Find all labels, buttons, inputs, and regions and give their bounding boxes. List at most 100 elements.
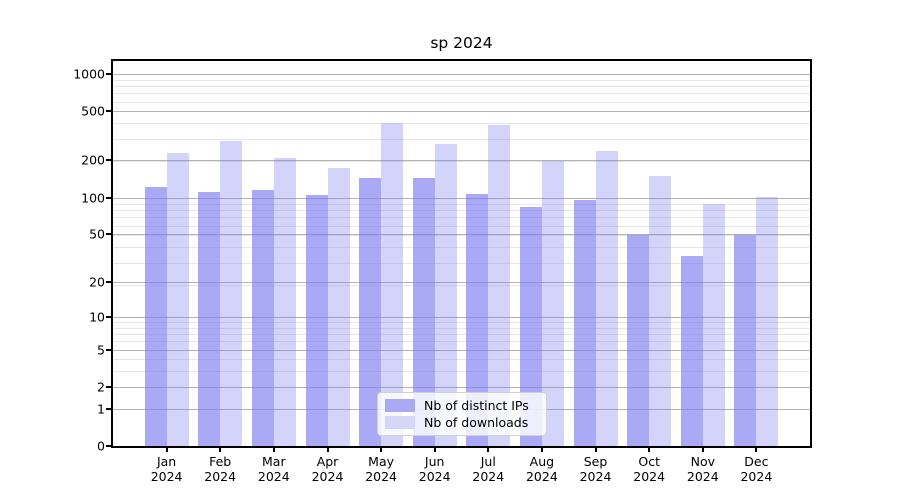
gridline-major <box>113 197 810 199</box>
bar-distinct-ips-sep <box>573 200 596 446</box>
x-tick-mark <box>165 448 168 452</box>
bar-downloads-may <box>381 122 404 446</box>
x-tick-label: Nov 2024 <box>686 454 719 484</box>
legend: Nb of distinct IPs Nb of downloads <box>377 392 547 436</box>
y-tick-label: 20 <box>89 274 105 290</box>
gridline-minor <box>113 79 810 81</box>
gridline-minor <box>113 198 810 199</box>
gridline-major <box>113 234 810 236</box>
gridline-minor <box>113 262 810 264</box>
y-tick-label: 1 <box>97 401 105 417</box>
y-tick-mark <box>106 407 111 410</box>
gridline-minor <box>113 138 810 140</box>
gridline-major <box>113 160 810 162</box>
x-axis: Jan 2024 Feb 2024 Mar 2024 Apr 2024 May 2024 Jun 20… <box>113 448 810 498</box>
gridline-minor <box>113 341 810 343</box>
x-tick-mark <box>326 448 329 452</box>
y-tick-label: 50 <box>89 226 105 242</box>
x-tick-label: Oct 2024 <box>633 454 666 484</box>
bar-downloads-dec <box>756 196 779 446</box>
bar-distinct-ips-jun <box>412 178 435 446</box>
gridline-minor <box>113 327 810 329</box>
bar-distinct-ips-feb <box>198 192 221 446</box>
bar-downloads-apr <box>327 167 350 446</box>
gridline-major <box>113 349 810 351</box>
bar-distinct-ips-mar <box>251 190 274 446</box>
plot-area: Nb of distinct IPs Nb of downloads <box>111 59 812 448</box>
y-tick-mark <box>106 281 111 283</box>
chart-title: sp 2024 <box>430 34 493 52</box>
gridline-minor <box>113 203 810 205</box>
bar-downloads-sep <box>595 151 618 446</box>
x-tick-mark <box>648 448 651 452</box>
legend-label-distinct-ips: Nb of distinct IPs <box>424 398 529 413</box>
gridline-minor <box>113 123 810 125</box>
y-tick-mark <box>106 110 111 113</box>
bar-distinct-ips-dec <box>734 235 757 446</box>
y-tick-label: 5 <box>97 342 105 357</box>
bar-distinct-ips-aug <box>519 207 542 446</box>
bar-downloads-jun <box>434 144 457 446</box>
x-tick-mark <box>433 448 436 452</box>
gridline-minor <box>113 225 810 227</box>
x-tick-mark <box>487 448 490 452</box>
legend-item-distinct-ips: Nb of distinct IPs <box>385 398 540 413</box>
y-tick-mark <box>106 385 111 388</box>
bar-downloads-nov <box>702 204 725 446</box>
bar-distinct-ips-apr <box>305 195 328 446</box>
bar-distinct-ips-nov <box>680 256 703 446</box>
y-tick-mark <box>106 159 111 162</box>
gridline-major <box>113 73 810 75</box>
bar-downloads-oct <box>649 175 672 446</box>
gridline-minor <box>113 210 810 211</box>
gridline-major <box>113 386 810 388</box>
gridline-minor <box>113 101 810 103</box>
x-tick-mark <box>272 448 275 452</box>
gridline-major <box>113 316 810 318</box>
bar-downloads-jul <box>488 124 511 446</box>
y-tick-mark <box>106 233 111 236</box>
x-tick-label: Jan 2024 <box>150 454 183 484</box>
gridline-major <box>113 111 810 113</box>
gridline-minor <box>113 217 810 219</box>
bar-downloads-jan <box>166 152 189 446</box>
bar-downloads-feb <box>220 140 243 446</box>
y-tick-label: 1000 <box>73 66 105 82</box>
x-tick-label: Jun 2024 <box>418 454 451 484</box>
bar-downloads-aug <box>541 161 564 446</box>
y-tick-label: 500 <box>81 103 105 119</box>
legend-swatch-distinct-ips <box>385 399 415 412</box>
x-tick-mark <box>540 448 543 452</box>
x-tick-label: Apr 2024 <box>311 454 344 484</box>
bar-distinct-ips-jul <box>466 193 489 446</box>
gridline-minor <box>113 359 810 361</box>
gridline-minor <box>113 93 810 95</box>
x-tick-mark <box>219 448 222 452</box>
x-tick-label: Jul 2024 <box>472 454 505 484</box>
y-tick-mark <box>106 348 111 351</box>
gridline-minor <box>113 284 810 286</box>
x-tick-label: Sep 2024 <box>579 454 612 484</box>
x-tick-mark <box>755 448 758 452</box>
y-tick-mark <box>106 72 111 75</box>
x-tick-mark <box>380 448 383 452</box>
y-tick-mark <box>106 445 111 447</box>
gridline-minor <box>113 334 810 335</box>
gridline-minor <box>113 86 810 87</box>
gridline-minor <box>113 235 810 237</box>
y-axis: 0 1 2 5 10 20 50 100 200 500 1000 <box>0 61 105 453</box>
bar-distinct-ips-oct <box>627 235 650 446</box>
x-tick-label: Mar 2024 <box>257 454 290 484</box>
legend-item-downloads: Nb of downloads <box>385 415 540 430</box>
y-tick-label: 2 <box>97 379 105 395</box>
y-tick-label: 10 <box>89 309 105 325</box>
x-tick-label: Dec 2024 <box>740 454 773 484</box>
y-tick-mark <box>106 196 111 199</box>
legend-swatch-downloads <box>385 416 415 429</box>
bar-downloads-mar <box>273 157 296 446</box>
bar-distinct-ips-jan <box>144 186 167 446</box>
x-tick-mark <box>701 448 704 452</box>
gridline-major <box>113 282 810 283</box>
gridline-minor <box>113 247 810 249</box>
